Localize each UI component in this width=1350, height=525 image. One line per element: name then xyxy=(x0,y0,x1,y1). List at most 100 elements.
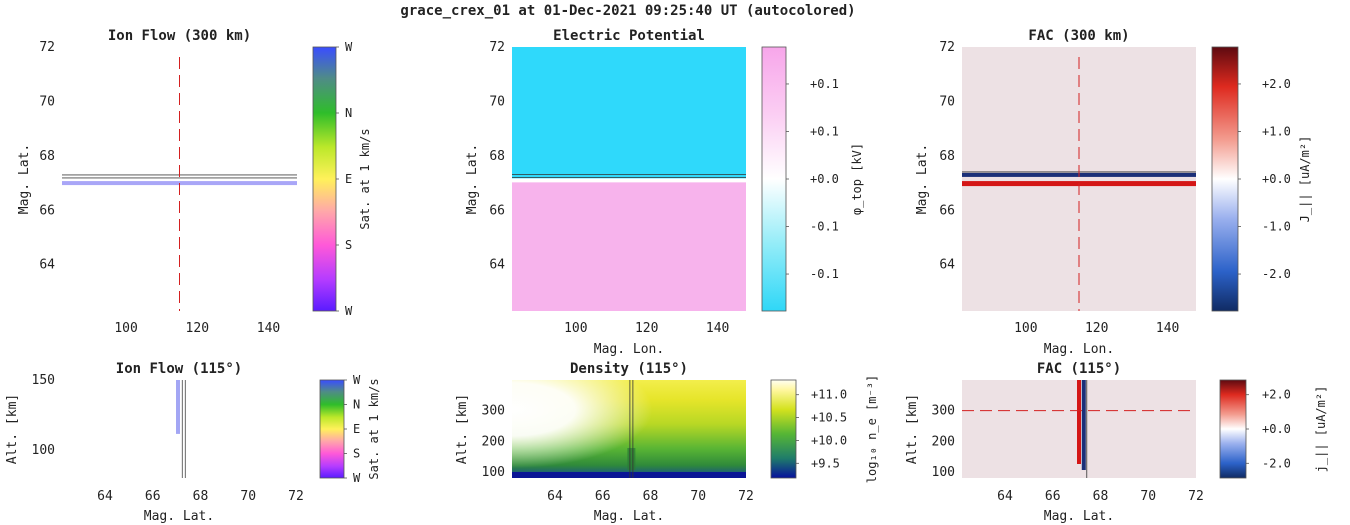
colorbar-tick-label: W xyxy=(353,471,361,485)
y-axis-label: Mag. Lat. xyxy=(465,144,480,214)
colorbar: -2.0 -1.0 +0.0 +1.0 +2.0 J_|| [uA/m²] xyxy=(1211,46,1312,312)
y-tick-label: 70 xyxy=(489,94,505,109)
y-tick-label: 68 xyxy=(489,149,505,164)
y-tick-label: 68 xyxy=(939,149,955,164)
x-tick-label: 72 xyxy=(288,489,304,504)
colorbar-label: Sat. at 1 km/s xyxy=(358,128,372,229)
colorbar-tick-label: E xyxy=(353,422,360,436)
colorbar-tick-label: +10.5 xyxy=(811,411,847,425)
colorbar-tick-label: +0.1 xyxy=(810,77,839,91)
y-tick-label: 300 xyxy=(932,404,955,419)
colorbar-tick-label: +9.5 xyxy=(811,456,840,470)
colorbar-gradient xyxy=(1211,46,1239,312)
colorbar-gradient xyxy=(319,379,345,479)
x-tick-label: 100 xyxy=(1014,321,1037,336)
y-axis-label: Alt. [km] xyxy=(5,394,20,464)
x-tick-label: 66 xyxy=(1045,489,1061,504)
x-axis-label: Mag. Lon. xyxy=(1044,342,1114,357)
arc-flow-band xyxy=(176,380,180,434)
colorbar-tick-label: +11.0 xyxy=(811,388,847,402)
y-axis-label: Alt. [km] xyxy=(905,394,920,464)
colorbar-tick-label: -0.1 xyxy=(810,220,839,234)
fac_top-panel: FAC (300 km) 100 120 140 64 66 68 70 72 Mag. Lon.… xyxy=(915,28,1312,357)
colorbar-label: J_|| [uA/m²] xyxy=(1298,136,1312,223)
y-tick-label: 66 xyxy=(939,203,955,218)
x-axis-label: Mag. Lat. xyxy=(1044,509,1114,524)
colorbar-tick-label: S xyxy=(353,447,360,461)
y-tick-label: 100 xyxy=(482,465,505,480)
potential-south-region xyxy=(512,180,746,311)
fac-downward-sheet xyxy=(1081,380,1086,470)
x-tick-label: 120 xyxy=(1085,321,1108,336)
colorbar-tick-label: +2.0 xyxy=(1262,77,1291,91)
x-tick-label: 68 xyxy=(1093,489,1109,504)
y-tick-label: 64 xyxy=(489,258,505,273)
colorbar-tick-label: S xyxy=(345,238,352,252)
colorbar-tick-label: N xyxy=(345,106,352,120)
x-tick-label: 72 xyxy=(738,489,754,504)
panel-title: Density (115°) xyxy=(570,361,688,377)
colorbar-tick-label: -2.0 xyxy=(1262,267,1291,281)
y-tick-label: 70 xyxy=(939,94,955,109)
colorbar-tick-label: N xyxy=(353,398,360,412)
x-tick-label: 68 xyxy=(193,489,209,504)
y-axis-label: Mag. Lat. xyxy=(915,144,930,214)
arc-density-dip xyxy=(627,448,636,470)
fac-upward-sheet xyxy=(1077,380,1081,464)
colorbar: W S E N W Sat. at 1 km/s xyxy=(312,40,372,318)
y-tick-label: 72 xyxy=(489,40,505,55)
panel-title: Electric Potential xyxy=(553,28,705,44)
density-bottom-band xyxy=(512,472,746,478)
x-tick-label: 64 xyxy=(97,489,113,504)
y-tick-label: 72 xyxy=(39,40,55,55)
y-axis-label: Mag. Lat. xyxy=(17,144,32,214)
y-tick-label: 66 xyxy=(489,203,505,218)
density_bottom-panel: Density (115°) 64 66 68 70 72 100 200 300 Mag. La… xyxy=(455,361,879,524)
colorbar-tick-label: +10.0 xyxy=(811,433,847,447)
colorbar-tick-label: E xyxy=(345,172,352,186)
colorbar-label: log₁₀ n_e [m⁻³] xyxy=(865,375,879,483)
colorbar-tick-label: +2.0 xyxy=(1262,388,1291,402)
colorbar-tick-label: +0.1 xyxy=(810,124,839,138)
potential-north-region xyxy=(512,47,746,181)
x-tick-label: 70 xyxy=(240,489,256,504)
y-tick-label: 64 xyxy=(39,258,55,273)
figure-title: grace_crex_01 at 01-Dec-2021 09:25:40 UT… xyxy=(400,3,855,19)
x-tick-label: 66 xyxy=(595,489,611,504)
x-tick-label: 70 xyxy=(1140,489,1156,504)
panel-title: FAC (115°) xyxy=(1037,361,1121,377)
x-tick-label: 68 xyxy=(643,489,659,504)
x-tick-label: 140 xyxy=(257,321,280,336)
y-tick-label: 64 xyxy=(939,258,955,273)
x-tick-label: 140 xyxy=(1156,321,1179,336)
colorbar-gradient xyxy=(761,46,787,312)
colorbar-gradient xyxy=(770,379,797,479)
y-axis-label: Alt. [km] xyxy=(455,394,470,464)
colorbar-label: j_|| [uA/m²] xyxy=(1314,386,1328,473)
x-tick-label: 70 xyxy=(690,489,706,504)
colorbar-tick-label: +0.0 xyxy=(1262,172,1291,186)
colorbar-tick-label: -2.0 xyxy=(1262,456,1291,470)
x-tick-label: 66 xyxy=(145,489,161,504)
x-tick-label: 72 xyxy=(1188,489,1204,504)
colorbar-tick-label: W xyxy=(345,304,353,318)
colorbar-tick-label: +1.0 xyxy=(1262,124,1291,138)
colorbar: +9.5 +10.0 +10.5 +11.0 log₁₀ n_e [m⁻³] xyxy=(770,375,879,483)
x-tick-label: 64 xyxy=(997,489,1013,504)
y-tick-label: 70 xyxy=(39,94,55,109)
x-axis-label: Mag. Lon. xyxy=(594,342,664,357)
y-tick-label: 200 xyxy=(482,434,505,449)
ionflow_top-panel: Ion Flow (300 km) 100 120 140 64 66 68 70 72 Mag.… xyxy=(17,28,372,336)
y-tick-label: 100 xyxy=(932,465,955,480)
colorbar-tick-label: -0.1 xyxy=(810,267,839,281)
colorbar: -0.1 -0.1 +0.0 +0.1 +0.1 φ_top [kV] xyxy=(761,46,864,312)
y-tick-label: 300 xyxy=(482,404,505,419)
colorbar-tick-label: +0.0 xyxy=(1262,422,1291,436)
x-tick-label: 120 xyxy=(186,321,209,336)
colorbar-label: φ_top [kV] xyxy=(850,143,864,215)
panel-title: Ion Flow (300 km) xyxy=(108,28,251,44)
panel-title: Ion Flow (115°) xyxy=(116,361,242,377)
x-tick-label: 100 xyxy=(114,321,137,336)
colorbar: -2.0 +0.0 +2.0 j_|| [uA/m²] xyxy=(1219,379,1328,479)
